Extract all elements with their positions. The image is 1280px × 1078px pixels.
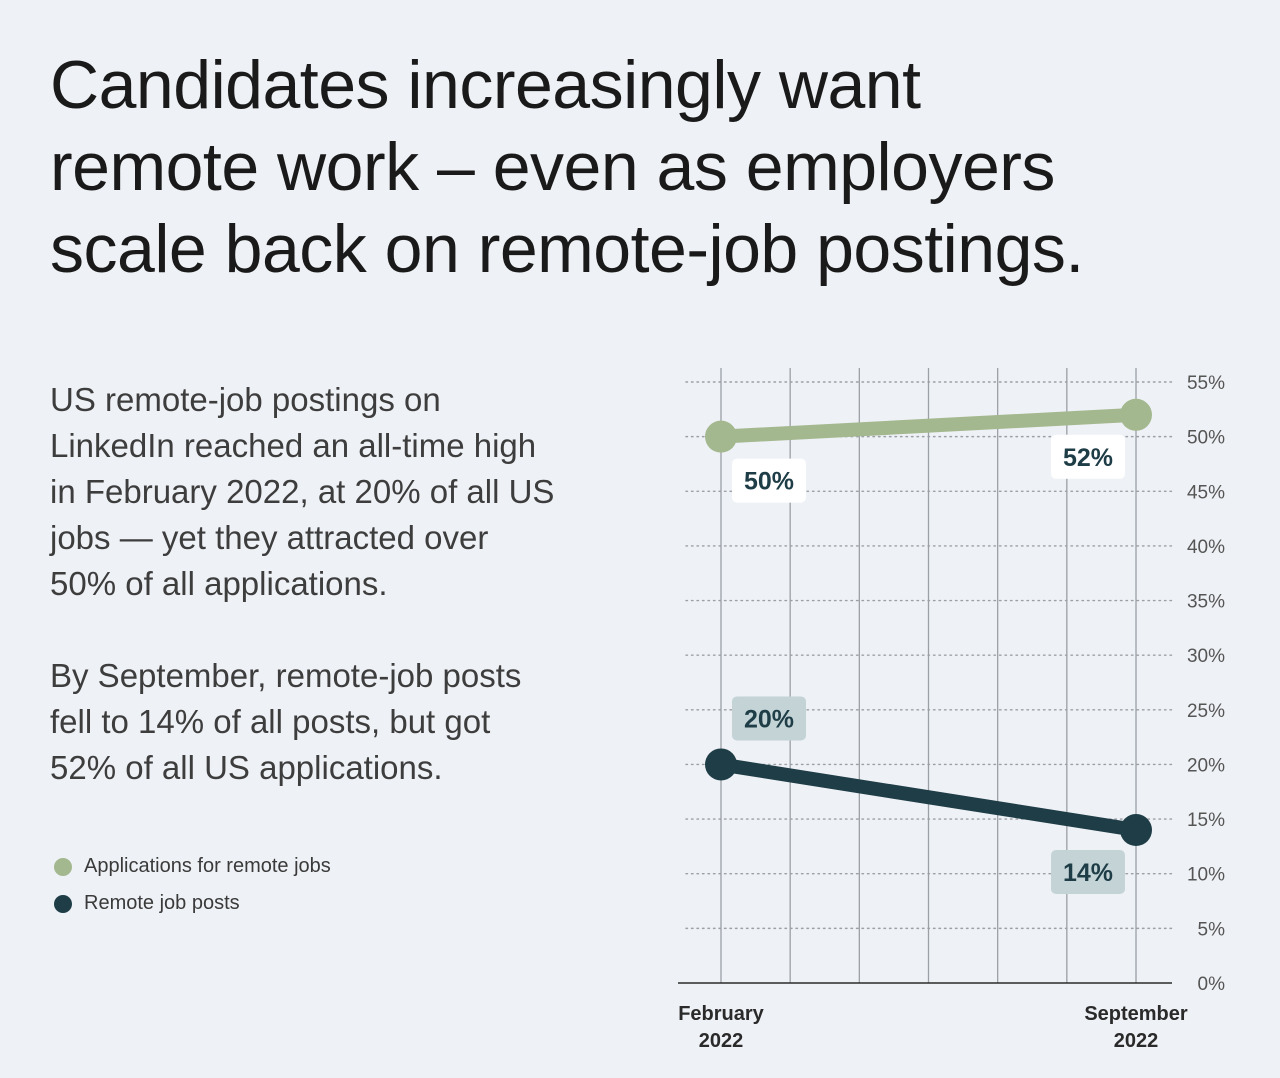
applications-data-point	[1120, 398, 1152, 431]
x-tick-label: 2022	[1114, 1030, 1159, 1052]
posts-data-point	[705, 748, 737, 781]
headline-line: Candidates increasingly want	[50, 47, 921, 123]
headline-line: scale back on remote-job postings.	[50, 211, 1084, 287]
posts-label-box	[1051, 850, 1125, 895]
applications-data-label: 52%	[1063, 444, 1113, 472]
y-tick-label: 45%	[1187, 482, 1225, 503]
paragraph-line: jobs — yet they attracted over	[50, 519, 489, 556]
posts-label-box	[732, 696, 806, 741]
applications-label-box	[1051, 434, 1125, 479]
y-tick-label: 10%	[1187, 865, 1225, 886]
y-tick-label: 55%	[1187, 373, 1225, 394]
y-tick-label: 30%	[1187, 646, 1225, 667]
x-tick-label: 2022	[699, 1030, 744, 1052]
posts-data-label: 20%	[744, 705, 794, 733]
applications-data-label: 50%	[744, 468, 794, 496]
applications-data-point	[705, 420, 737, 453]
paragraph-line: 50% of all applications.	[50, 565, 388, 602]
paragraph-line: US remote-job postings on	[50, 381, 441, 418]
chart-legend: Applications for remote jobs Remote job …	[54, 848, 331, 922]
legend-item-posts: Remote job posts	[54, 885, 331, 922]
headline-line: remote work – even as employers	[50, 129, 1055, 205]
x-tick-label: September	[1084, 1003, 1188, 1025]
legend-dot-posts	[54, 894, 72, 913]
applications-series-line	[714, 407, 1143, 444]
x-tick-label: February	[678, 1003, 764, 1025]
y-tick-label: 25%	[1187, 701, 1225, 722]
y-tick-label: 50%	[1187, 428, 1225, 449]
y-tick-label: 5%	[1198, 919, 1226, 940]
paragraph-line: 52% of all US applications.	[50, 749, 443, 786]
legend-dot-applications	[54, 857, 72, 876]
y-tick-label: 15%	[1187, 810, 1225, 831]
paragraph-line: in February 2022, at 20% of all US	[50, 473, 555, 510]
legend-item-applications: Applications for remote jobs	[54, 848, 331, 885]
summary-paragraph-september: By September, remote-job posts fell to 1…	[50, 653, 610, 791]
legend-label-applications: Applications for remote jobs	[84, 855, 331, 877]
paragraph-line: LinkedIn reached an all-time high	[50, 427, 537, 464]
y-tick-label: 35%	[1187, 592, 1225, 613]
applications-label-box	[732, 458, 806, 503]
legend-label-posts: Remote job posts	[84, 892, 240, 914]
paragraph-line: By September, remote-job posts	[50, 657, 522, 694]
summary-paragraph-february: US remote-job postings on LinkedIn reach…	[50, 377, 610, 607]
y-tick-label: 40%	[1187, 537, 1225, 558]
posts-series-line	[714, 757, 1143, 838]
y-tick-label: 20%	[1187, 755, 1225, 776]
posts-data-label: 14%	[1063, 859, 1113, 887]
y-tick-label: 0%	[1198, 974, 1226, 995]
headline: Candidates increasingly want remote work…	[50, 44, 1230, 290]
posts-data-point	[1120, 814, 1152, 847]
paragraph-line: fell to 14% of all posts, but got	[50, 703, 491, 740]
